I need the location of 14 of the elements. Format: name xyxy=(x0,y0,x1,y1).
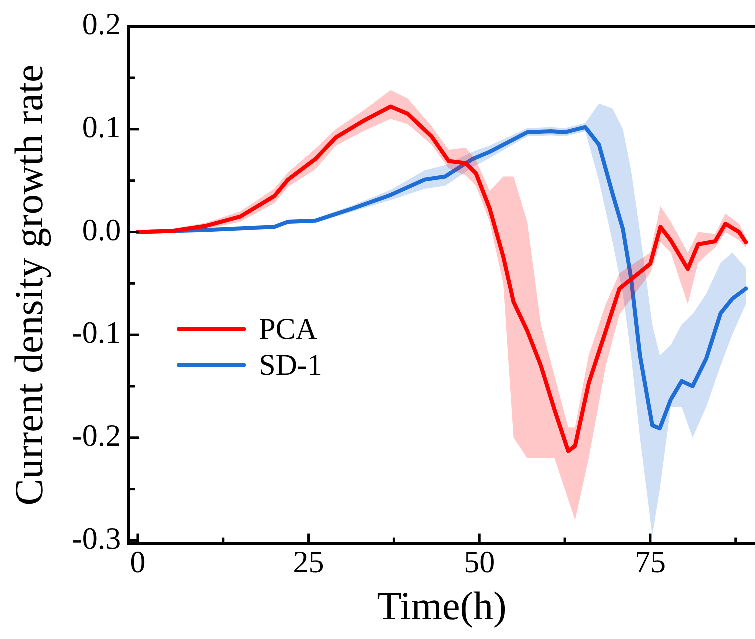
x-tick-label: 75 xyxy=(634,544,666,580)
legend-label: SD-1 xyxy=(259,349,322,382)
y-tick-label: -0.1 xyxy=(72,315,122,350)
x-tick-label: 25 xyxy=(293,544,324,580)
y-tick-label: -0.3 xyxy=(72,520,122,556)
x-tick-label: 0 xyxy=(130,544,146,580)
x-tick-label: 50 xyxy=(464,544,496,580)
y-axis-title: Current density growth rate xyxy=(6,64,52,506)
y-tick-label: -0.2 xyxy=(72,418,122,454)
y-tick-label: 0.0 xyxy=(82,212,122,248)
y-tick-label: 0.1 xyxy=(82,110,122,145)
y-tick-label: 0.2 xyxy=(82,6,122,42)
legend-label: PCA xyxy=(259,313,318,346)
x-axis-title: Time(h) xyxy=(377,584,507,628)
